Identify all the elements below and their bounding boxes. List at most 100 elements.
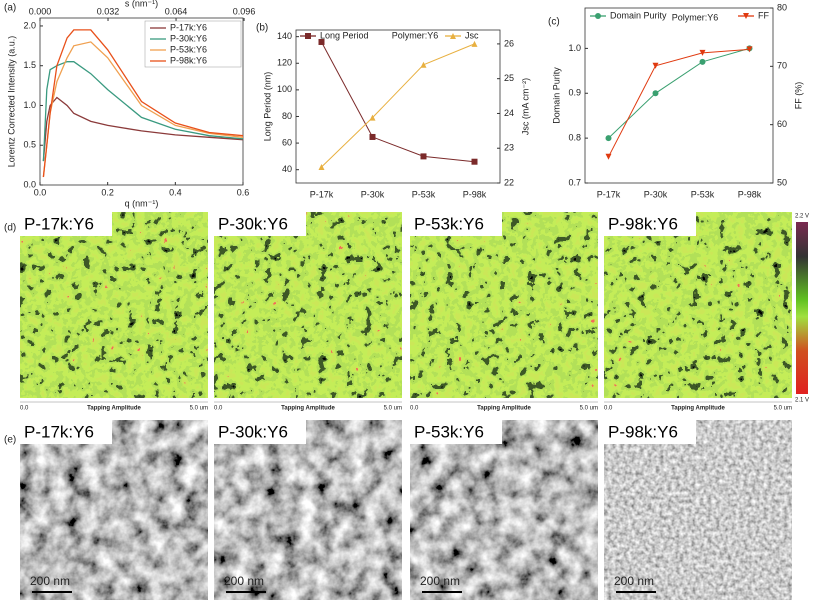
y-tick-label: 0.8 — [568, 133, 581, 143]
tem-image — [604, 420, 792, 600]
y2-tick-label: 22 — [504, 177, 514, 187]
image-label: P-30k:Y6 — [218, 214, 288, 233]
x2-axis-label: s (nm⁻¹) — [125, 0, 158, 8]
afm-axis-label: Tapping Amplitude — [477, 406, 531, 412]
marker — [471, 40, 478, 47]
image-label: P-53k:Y6 — [414, 422, 484, 441]
image-label-bg — [20, 212, 112, 236]
image-label-bg — [604, 212, 696, 236]
marker — [318, 164, 325, 171]
legend-label: Domain Purity — [610, 10, 667, 20]
series-line — [42, 96, 244, 162]
marker — [605, 135, 612, 142]
image-label-bg — [410, 212, 502, 236]
y-tick-label: 60 — [282, 137, 292, 147]
y-tick-label: 0.5 — [23, 140, 36, 150]
x2-tick-label: 0.096 — [233, 6, 256, 16]
afm-axis-end: 5.0 um — [190, 406, 208, 412]
y-axis-label: Long Period (nm) — [262, 72, 272, 142]
legend-label: P-98k:Y6 — [170, 55, 207, 65]
image-label-bg — [214, 420, 306, 444]
y-tick-label: 0.0 — [23, 179, 36, 189]
scale-bar-label: 200 nm — [420, 574, 460, 588]
marker — [420, 153, 427, 160]
series-line — [42, 29, 244, 178]
y-tick-label: 0.7 — [568, 177, 581, 187]
x-axis-label: q (nm⁻¹) — [125, 198, 159, 208]
marker — [699, 49, 706, 56]
panel-label: (e) — [4, 435, 16, 446]
y2-tick-label: 23 — [504, 143, 514, 153]
plot-frame — [295, 29, 501, 184]
legend-label: Jsc — [465, 30, 479, 40]
afm-axis-label: Tapping Amplitude — [87, 406, 141, 412]
x-tick-label: P-17k — [597, 189, 621, 199]
legend-label: P-53k:Y6 — [170, 44, 207, 54]
panel-label: (c) — [548, 17, 560, 28]
marker — [605, 153, 612, 160]
y2-tick-label: 60 — [777, 119, 787, 129]
y-axis-label: Domain Purity — [551, 67, 561, 124]
y2-tick-label: 70 — [777, 61, 787, 71]
panel-label: (b) — [256, 23, 268, 34]
afm-axis-end: 5.0 um — [384, 406, 402, 412]
colorbar-min: 2.1 V — [795, 398, 809, 404]
marker — [652, 90, 659, 97]
afm-axis-label: Tapping Amplitude — [281, 406, 335, 412]
image-label: P-17k:Y6 — [24, 422, 94, 441]
panel-label: (a) — [4, 3, 16, 14]
annotation: Polymer:Y6 — [672, 12, 719, 22]
afm-axis-start: 0.0 — [20, 406, 29, 412]
legend-marker — [595, 13, 601, 19]
plot-frame — [584, 7, 774, 184]
image-label: P-98k:Y6 — [608, 214, 678, 233]
x-tick-label: 0.0 — [34, 187, 47, 197]
legend-label: P-17k:Y6 — [170, 22, 207, 32]
image-label-bg — [604, 420, 696, 444]
series-line — [321, 43, 475, 168]
y2-tick-label: 25 — [504, 73, 514, 83]
panel-label: (d) — [4, 223, 16, 234]
x-tick-label: 0.6 — [237, 187, 250, 197]
afm-axis-end: 5.0 um — [774, 406, 792, 412]
y-axis-label: Lorentz Corrected Intensity (a.u.) — [6, 36, 16, 168]
image-label: P-53k:Y6 — [414, 214, 484, 233]
y-tick-label: 120 — [277, 58, 292, 68]
y2-tick-label: 24 — [504, 108, 514, 118]
y-tick-label: 140 — [277, 31, 292, 41]
legend-marker — [450, 33, 456, 39]
series-line — [608, 48, 750, 158]
marker — [471, 158, 478, 165]
plot-frame — [39, 17, 244, 186]
x-tick-label: 0.4 — [169, 187, 182, 197]
y2-tick-label: 26 — [504, 38, 514, 48]
afm-axis-start: 0.0 — [604, 406, 613, 412]
x-tick-label: P-98k — [738, 189, 762, 199]
x-tick-label: 0.2 — [101, 187, 114, 197]
x2-tick-label: 0.064 — [165, 6, 188, 16]
marker — [652, 62, 659, 69]
y-tick-label: 100 — [277, 84, 292, 94]
y2-axis-label: Jsc (mA cm⁻²) — [520, 78, 530, 135]
image-label-bg — [214, 212, 306, 236]
y2-tick-label: 80 — [777, 2, 787, 12]
y-tick-label: 0.9 — [568, 88, 581, 98]
afm-image — [20, 212, 208, 398]
image-label-bg — [410, 420, 502, 444]
legend-label: FF — [758, 10, 769, 20]
scale-bar-label: 200 nm — [614, 574, 654, 588]
legend-box — [144, 20, 242, 68]
series-line — [608, 47, 750, 139]
legend-label: P-30k:Y6 — [170, 33, 207, 43]
image-label: P-17k:Y6 — [24, 214, 94, 233]
scale-bar-label: 200 nm — [224, 574, 264, 588]
y-tick-label: 1.0 — [23, 100, 36, 110]
tem-image — [20, 420, 208, 600]
tem-image — [410, 420, 598, 600]
x-tick-label: P-30k — [644, 189, 668, 199]
scale-bar-label: 200 nm — [30, 574, 70, 588]
afm-image — [214, 212, 402, 398]
x2-tick-label: 0.032 — [97, 6, 120, 16]
x-tick-label: P-53k — [412, 189, 436, 199]
